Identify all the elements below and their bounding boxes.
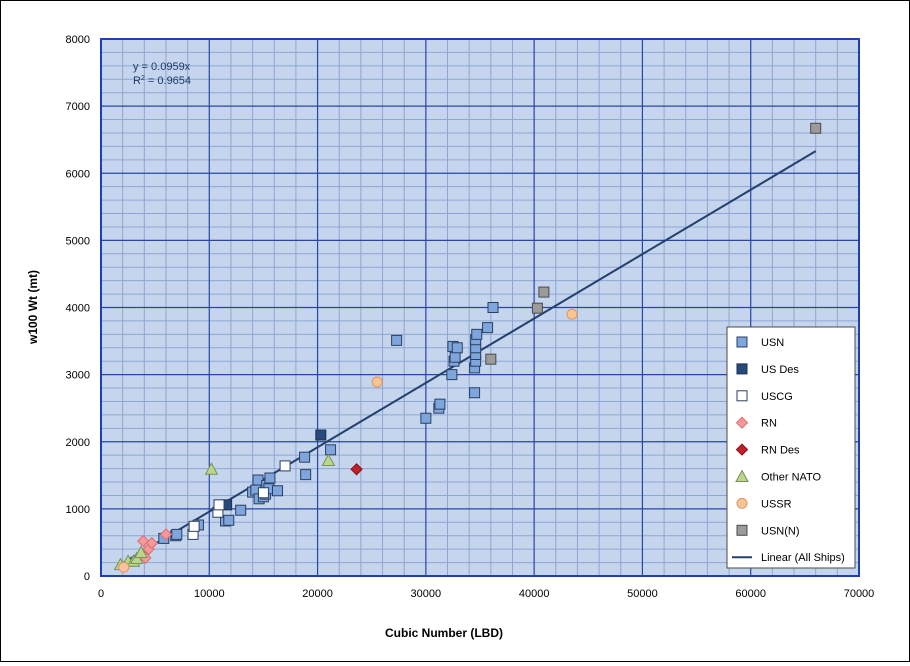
y-tick-labels: 0 1000 2000 3000 4000 5000 6000 7000 8000 — [66, 34, 90, 583]
x-tick-label: 0 — [98, 588, 104, 600]
data-point-usn — [469, 387, 481, 399]
data-point-ussr — [566, 308, 578, 320]
regression-equation: y = 0.0959x — [133, 61, 191, 73]
legend-marker-rn-des — [735, 443, 749, 456]
legend-marker-usn — [736, 336, 748, 348]
data-point-other-nato — [129, 551, 144, 565]
r-squared-r: R — [133, 75, 141, 87]
data-points-layer — [113, 122, 822, 573]
data-point-ussr — [118, 561, 130, 573]
data-point-ussr — [371, 376, 383, 388]
data-point-other-nato — [321, 453, 336, 467]
legend-label-rn-des: RN Des — [761, 445, 800, 457]
data-point-usn-n — [485, 353, 497, 365]
x-tick-label: 70000 — [844, 588, 875, 600]
legend-label-linear-all-ships: Linear (All Ships) — [761, 552, 845, 564]
y-tick-label: 7000 — [66, 101, 90, 113]
data-point-rn — [137, 534, 150, 548]
y-tick-label: 8000 — [66, 34, 90, 46]
x-tick-label: 40000 — [519, 588, 550, 600]
y-tick-label: 2000 — [66, 437, 90, 449]
legend-label-other-nato: Other NATO — [761, 472, 822, 484]
legend-label-usn: USN — [761, 337, 784, 349]
data-point-usn — [434, 398, 446, 410]
legend-marker-uscg — [736, 390, 748, 402]
y-tick-label: 1000 — [66, 504, 90, 516]
legend-label-rn: RN — [761, 418, 777, 430]
y-axis-label: w100 Wt (mt) — [26, 270, 40, 345]
data-point-other-nato — [204, 462, 219, 475]
data-point-other-nato — [134, 545, 148, 559]
data-point-usn — [420, 412, 432, 424]
r-squared-label: R2 = 0.9654 — [133, 75, 191, 87]
x-axis-label: Cubic Number (LBD) — [385, 626, 503, 640]
data-point-usn — [391, 334, 403, 346]
data-point-rn-des — [350, 463, 363, 476]
data-point-usn-n — [531, 302, 543, 314]
x-tick-label: 20000 — [302, 588, 333, 600]
y-tick-label: 6000 — [66, 168, 90, 180]
x-tick-label: 50000 — [627, 588, 658, 600]
y-tick-label: 0 — [84, 571, 90, 583]
major-gridlines — [101, 39, 859, 576]
data-point-usn — [171, 528, 183, 540]
r-squared-exponent: 2 — [141, 75, 145, 82]
data-point-uscg — [188, 520, 200, 532]
legend-marker-other-nato — [735, 469, 749, 482]
data-point-usn — [223, 514, 235, 526]
data-point-usn — [235, 504, 247, 516]
y-tick-label: 3000 — [66, 370, 90, 382]
data-point-rn — [159, 528, 173, 541]
x-tick-labels: 0 10000 20000 30000 40000 50000 60000 70000 — [98, 588, 874, 600]
data-point-rn — [145, 536, 159, 550]
data-point-usn-n — [810, 122, 822, 134]
data-point-usn — [482, 322, 494, 334]
plot-border — [100, 38, 860, 577]
data-point-usn — [487, 302, 499, 313]
x-tick-label: 30000 — [411, 588, 442, 600]
data-point-usn — [300, 469, 312, 481]
x-tick-label: 60000 — [735, 588, 766, 600]
data-point-usn — [451, 342, 463, 354]
trendline-layer — [122, 150, 817, 564]
r-squared-value: = 0.9654 — [145, 75, 191, 87]
data-point-usn — [272, 485, 284, 497]
data-point-uscg — [257, 487, 269, 499]
data-point-usn — [471, 328, 483, 340]
data-point-uscg — [213, 499, 225, 511]
legend-label-usn-n: USN(N) — [761, 525, 800, 537]
data-point-usn — [325, 444, 337, 456]
data-point-usn — [446, 369, 458, 381]
legend-box — [726, 326, 856, 569]
legend-label-us-des: US Des — [761, 364, 799, 376]
data-point-usn-n — [538, 286, 550, 298]
legend-marker-usn-n — [736, 524, 748, 536]
legend-marker-ussr — [736, 497, 748, 509]
data-point-uscg — [279, 460, 291, 472]
legend-label-uscg: USCG — [761, 391, 793, 403]
x-tick-label: 10000 — [194, 588, 225, 600]
legend: USN US Des USCG RN RN Des Other NATO USSR USN(N… — [726, 326, 856, 569]
trendline — [122, 150, 817, 564]
y-tick-label: 4000 — [66, 303, 90, 315]
data-point-usn — [299, 451, 311, 463]
data-point-usn — [449, 351, 461, 363]
data-point-us-des — [315, 429, 327, 441]
legend-marker-us-des — [736, 363, 748, 375]
data-point-usn — [264, 472, 276, 484]
legend-label-ussr: USSR — [761, 498, 792, 510]
legend-marker-rn — [735, 416, 749, 429]
y-tick-label: 5000 — [66, 235, 90, 247]
